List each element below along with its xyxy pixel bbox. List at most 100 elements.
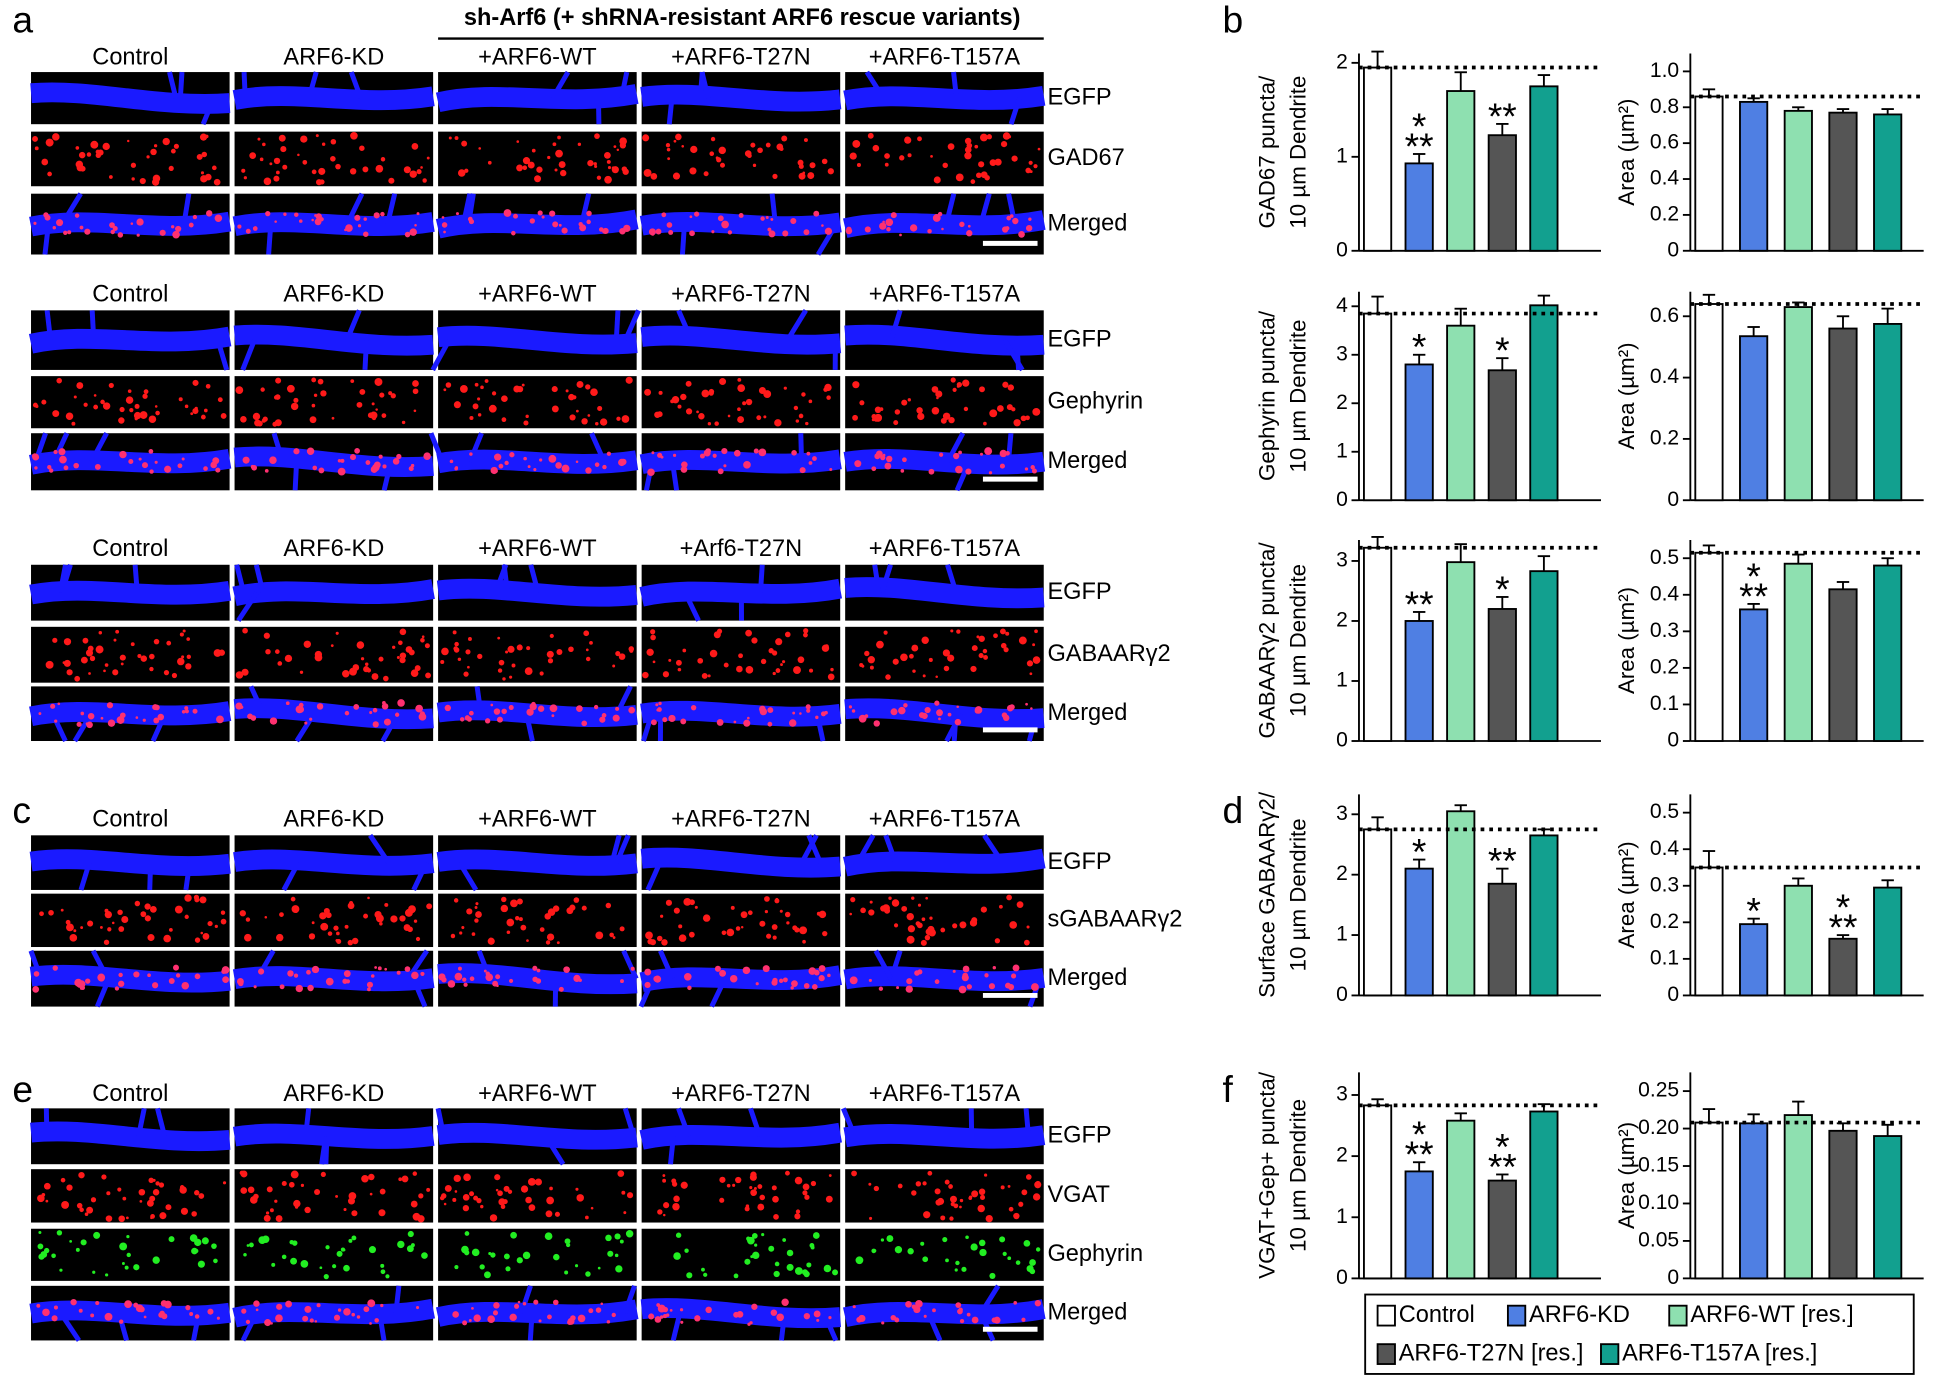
punctum (85, 978, 91, 984)
punctum (157, 713, 165, 721)
punctum (166, 640, 172, 646)
punctum (999, 1236, 1006, 1243)
punctum (222, 1181, 227, 1185)
punctum (611, 1312, 616, 1318)
punctum (1030, 707, 1033, 710)
punctum (501, 417, 507, 423)
punctum (545, 940, 551, 945)
punctum (83, 402, 88, 407)
punctum (656, 1303, 661, 1307)
punctum (478, 147, 482, 150)
punctum (263, 632, 270, 639)
y-tick-label: 2 (1336, 1144, 1348, 1167)
punctum (92, 1270, 96, 1274)
punctum (988, 471, 993, 475)
y-tick-label: 3 (1336, 342, 1348, 365)
punctum (852, 139, 861, 148)
column-header: Control (92, 1080, 168, 1106)
punctum (772, 977, 778, 984)
branch (679, 223, 687, 255)
bar (1873, 1135, 1903, 1280)
dendrite (436, 449, 639, 474)
y-tick-label: 2 (1336, 862, 1348, 885)
micrograph (435, 1285, 639, 1341)
punctum (245, 917, 251, 922)
dendrite (640, 847, 842, 878)
branch (281, 861, 301, 892)
punctum (709, 151, 715, 157)
punctum (181, 981, 190, 990)
punctum (221, 969, 227, 975)
micrograph (845, 376, 1044, 429)
punctum (518, 917, 523, 922)
punctum (319, 179, 325, 185)
micrograph (29, 564, 232, 621)
dendrite (435, 84, 639, 113)
branch (90, 949, 110, 980)
branch (614, 834, 631, 864)
punctum (750, 1255, 754, 1259)
punctum (1002, 1251, 1007, 1256)
micrograph (639, 193, 842, 256)
punctum (249, 152, 257, 159)
punctum (76, 721, 82, 727)
punctum (689, 167, 697, 175)
punctum (508, 705, 514, 711)
punctum (444, 704, 452, 712)
micrograph (438, 376, 637, 429)
punctum (407, 1230, 414, 1238)
punctum (311, 403, 316, 408)
punctum (57, 702, 61, 706)
punctum (779, 909, 783, 913)
punctum (609, 932, 614, 938)
punctum (660, 914, 664, 918)
punctum (192, 379, 199, 386)
punctum (363, 231, 369, 237)
punctum (964, 146, 972, 154)
punctum (531, 148, 536, 153)
punctum (373, 212, 380, 219)
punctum (517, 1300, 521, 1304)
punctum (453, 646, 459, 651)
punctum (539, 927, 545, 932)
punctum (745, 629, 752, 637)
punctum (216, 1316, 220, 1320)
punctum (1009, 921, 1018, 929)
punctum (729, 974, 738, 983)
punctum (812, 1232, 820, 1239)
branch (524, 713, 535, 742)
punctum (1033, 164, 1038, 169)
punctum (813, 1310, 821, 1318)
bar (1783, 1114, 1813, 1280)
punctum (351, 1235, 357, 1241)
punctum (347, 939, 354, 946)
punctum (107, 927, 112, 932)
punctum (214, 924, 218, 928)
punctum (885, 674, 891, 680)
punctum (275, 1215, 283, 1222)
punctum (784, 911, 791, 918)
punctum (701, 389, 710, 398)
punctum (56, 1230, 63, 1236)
punctum (772, 671, 776, 676)
punctum (953, 452, 960, 460)
punctum (472, 403, 479, 410)
punctum (86, 152, 92, 157)
branch (641, 712, 655, 742)
punctum (767, 707, 774, 714)
punctum (656, 708, 660, 712)
punctum (299, 670, 304, 674)
column-header: +ARF6-WT (478, 44, 597, 70)
punctum (130, 162, 137, 168)
punctum (647, 468, 655, 476)
punctum (1034, 629, 1038, 634)
punctum (851, 1170, 857, 1177)
bar (1694, 303, 1724, 502)
punctum (655, 228, 662, 235)
legend-label: ARF6-KD (1529, 1301, 1630, 1327)
punctum (94, 463, 101, 470)
punctum (415, 1305, 420, 1310)
punctum (454, 466, 459, 471)
punctum (585, 1215, 589, 1220)
punctum (31, 453, 38, 460)
